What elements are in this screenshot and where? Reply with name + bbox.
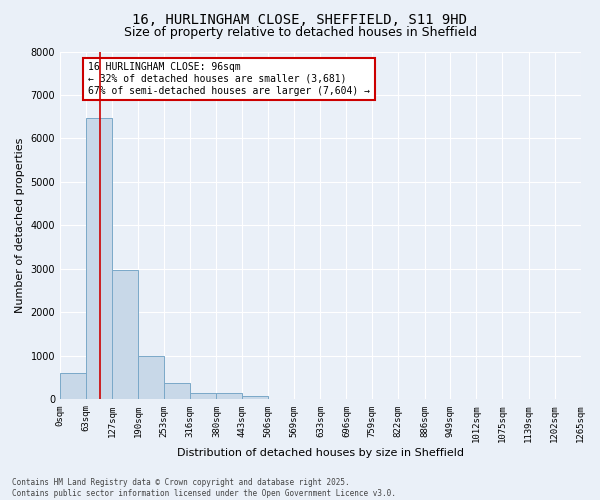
Bar (190, 393, 217, 400)
Text: 16, HURLINGHAM CLOSE, SHEFFIELD, S11 9HD: 16, HURLINGHAM CLOSE, SHEFFIELD, S11 9HD (133, 12, 467, 26)
Bar (60, 374, 86, 400)
Bar (86, 118, 112, 400)
Bar (138, 356, 164, 400)
Text: Contains HM Land Registry data © Crown copyright and database right 2025.
Contai: Contains HM Land Registry data © Crown c… (12, 478, 396, 498)
Text: Size of property relative to detached houses in Sheffield: Size of property relative to detached ho… (124, 26, 476, 39)
Bar (112, 270, 138, 400)
Bar (164, 383, 190, 400)
Y-axis label: Number of detached properties: Number of detached properties (15, 138, 25, 313)
Text: 16 HURLINGHAM CLOSE: 96sqm
← 32% of detached houses are smaller (3,681)
67% of s: 16 HURLINGHAM CLOSE: 96sqm ← 32% of deta… (88, 62, 370, 96)
Bar (217, 393, 242, 400)
Bar (242, 396, 268, 400)
X-axis label: Distribution of detached houses by size in Sheffield: Distribution of detached houses by size … (177, 448, 464, 458)
